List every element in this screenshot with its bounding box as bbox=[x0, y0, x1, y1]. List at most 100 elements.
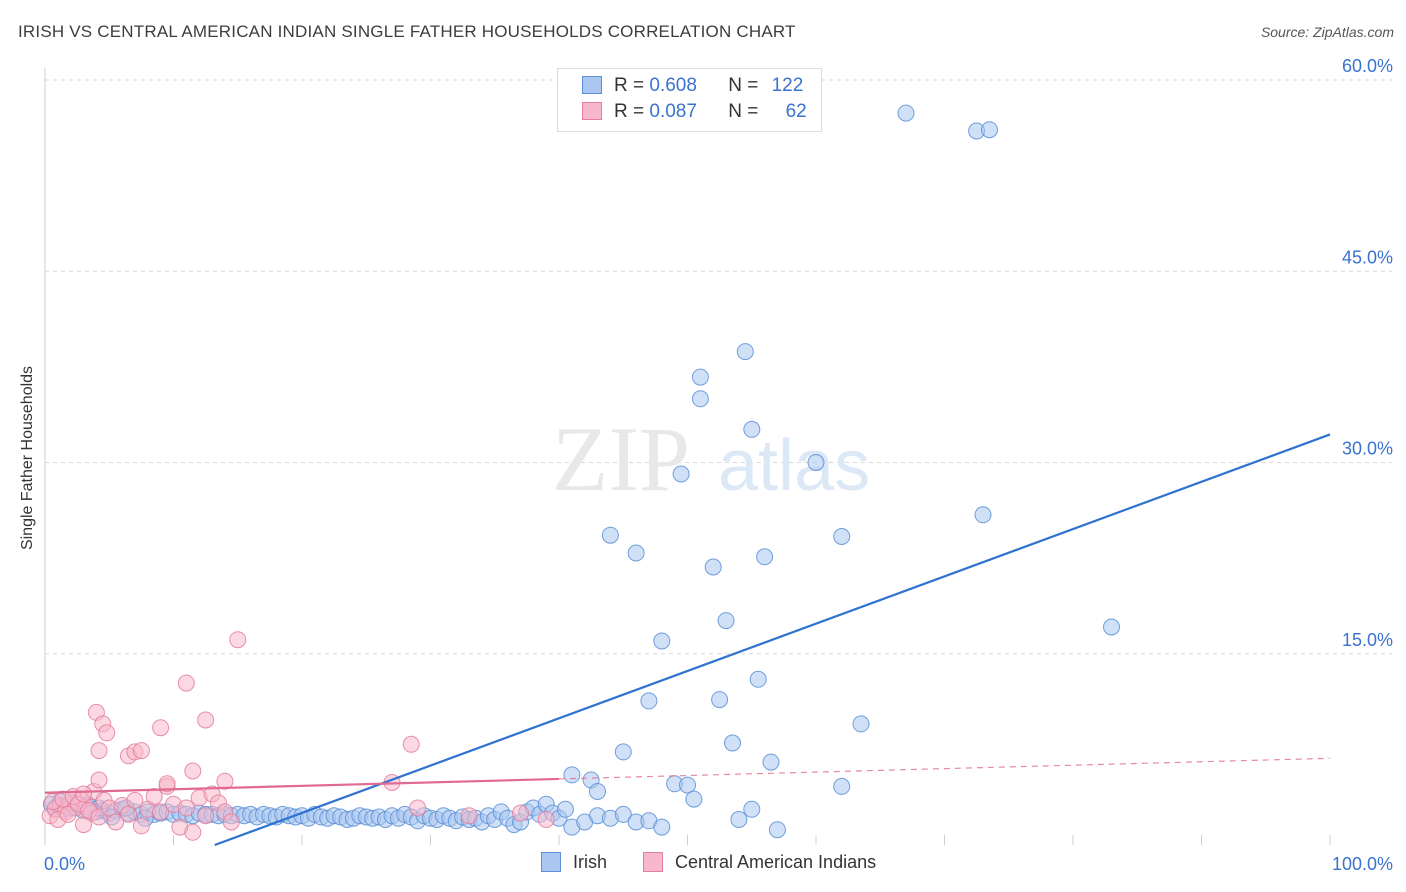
cai-point bbox=[222, 813, 240, 831]
legend-row-irish: R = 0.608 N = 122 bbox=[582, 75, 803, 99]
cai-point bbox=[158, 775, 176, 793]
irish-point bbox=[704, 558, 722, 576]
watermark-atlas: atlas bbox=[718, 426, 870, 506]
cai-point bbox=[460, 807, 478, 825]
x-tick-label-min: 0.0% bbox=[44, 854, 85, 874]
cai-point bbox=[402, 735, 420, 753]
cai-point bbox=[90, 742, 108, 760]
irish-point bbox=[743, 420, 761, 438]
cai-point bbox=[152, 803, 170, 821]
irish-point bbox=[730, 811, 748, 828]
legend-n-label: N = bbox=[728, 101, 759, 122]
irish-point bbox=[768, 821, 786, 839]
cai-point bbox=[409, 799, 427, 817]
cai-legend-label: Central American Indians bbox=[675, 852, 877, 872]
y-tick-label: 60.0% bbox=[1342, 56, 1393, 76]
cai-point bbox=[152, 719, 170, 737]
cai-point bbox=[120, 805, 137, 823]
cai-point bbox=[145, 788, 163, 805]
irish-point bbox=[743, 800, 761, 818]
y-tick-label: 30.0% bbox=[1342, 439, 1393, 459]
irish-point bbox=[691, 368, 709, 386]
irish-point bbox=[974, 506, 992, 524]
cai-trend-line-extension bbox=[558, 757, 1331, 780]
x-tick-label-max: 100.0% bbox=[1332, 854, 1393, 874]
cai-legend-swatch bbox=[643, 852, 663, 872]
irish-legend-swatch bbox=[541, 852, 561, 872]
cai-point bbox=[132, 817, 150, 835]
y-tick-label: 15.0% bbox=[1342, 630, 1393, 650]
irish-point bbox=[756, 548, 774, 566]
irish-point bbox=[833, 777, 851, 795]
chart-title: IRISH VS CENTRAL AMERICAN INDIAN SINGLE … bbox=[18, 22, 796, 41]
legend-row-cai: R = 0.087 N = 62 bbox=[582, 101, 807, 125]
bottom-legend-cai: Central American Indians bbox=[643, 852, 876, 873]
cai-r-value: 0.087 bbox=[649, 101, 697, 122]
cai-point bbox=[98, 724, 116, 742]
legend-n-label: N = bbox=[728, 75, 759, 96]
cai-point bbox=[537, 811, 555, 828]
irish-point bbox=[653, 632, 671, 650]
cai-point bbox=[177, 674, 195, 692]
cai-swatch bbox=[582, 102, 602, 120]
irish-point bbox=[685, 790, 703, 808]
irish-point bbox=[762, 753, 780, 771]
irish-point bbox=[749, 670, 767, 688]
cai-point bbox=[512, 804, 529, 822]
cai-point bbox=[177, 799, 195, 817]
cai-point bbox=[126, 791, 144, 809]
irish-point bbox=[601, 526, 619, 544]
legend-r-label: R = bbox=[614, 101, 645, 122]
irish-point bbox=[672, 465, 690, 483]
irish-point bbox=[653, 818, 671, 836]
irish-point bbox=[563, 766, 581, 784]
irish-swatch bbox=[582, 76, 602, 94]
irish-point bbox=[833, 528, 851, 545]
cai-point bbox=[229, 631, 247, 649]
bottom-legend-irish: Irish bbox=[541, 852, 607, 873]
axis-labels: 15.0% 30.0% 45.0% 60.0% 0.0% 100.0% bbox=[44, 56, 1393, 874]
cai-point bbox=[197, 711, 215, 729]
irish-legend-label: Irish bbox=[573, 852, 608, 872]
irish-point bbox=[627, 544, 645, 562]
irish-n-value: 122 bbox=[771, 75, 804, 96]
irish-point bbox=[556, 800, 574, 818]
legend-r-label: R = bbox=[614, 75, 645, 96]
irish-trend-line bbox=[214, 433, 1331, 847]
cai-point bbox=[132, 742, 150, 760]
irish-point bbox=[711, 691, 729, 709]
cai-n-value: 62 bbox=[785, 101, 807, 122]
irish-point bbox=[679, 776, 696, 794]
irish-point bbox=[614, 805, 632, 823]
irish-point bbox=[691, 390, 709, 408]
irish-point bbox=[717, 612, 735, 630]
cai-point bbox=[107, 813, 125, 831]
irish-point bbox=[589, 783, 606, 800]
irish-point bbox=[640, 692, 658, 710]
irish-point bbox=[1103, 618, 1120, 636]
cai-point bbox=[59, 805, 77, 823]
y-tick-label: 45.0% bbox=[1342, 247, 1393, 267]
cai-point bbox=[184, 823, 202, 841]
cai-point bbox=[75, 785, 92, 803]
irish-point bbox=[981, 121, 998, 139]
irish-point bbox=[897, 104, 915, 122]
irish-point bbox=[736, 343, 754, 361]
watermark-zip: ZIP bbox=[552, 408, 690, 510]
cai-point bbox=[184, 762, 202, 780]
data-points bbox=[41, 104, 1120, 841]
source-credit: Source: ZipAtlas.com bbox=[1260, 24, 1394, 40]
irish-r-value: 0.608 bbox=[649, 75, 697, 96]
irish-point bbox=[614, 743, 632, 761]
stats-legend: R = 0.608 N = 122 R = 0.087 N = 62 bbox=[557, 68, 822, 132]
trend-lines bbox=[44, 433, 1331, 847]
cai-point bbox=[90, 771, 108, 789]
cai-point bbox=[197, 807, 215, 825]
cai-point bbox=[216, 772, 234, 790]
irish-point bbox=[807, 454, 825, 471]
irish-point bbox=[724, 734, 741, 752]
cai-trend-line bbox=[44, 777, 560, 794]
irish-point bbox=[852, 715, 870, 733]
y-axis-title: Single Father Households bbox=[19, 365, 36, 551]
